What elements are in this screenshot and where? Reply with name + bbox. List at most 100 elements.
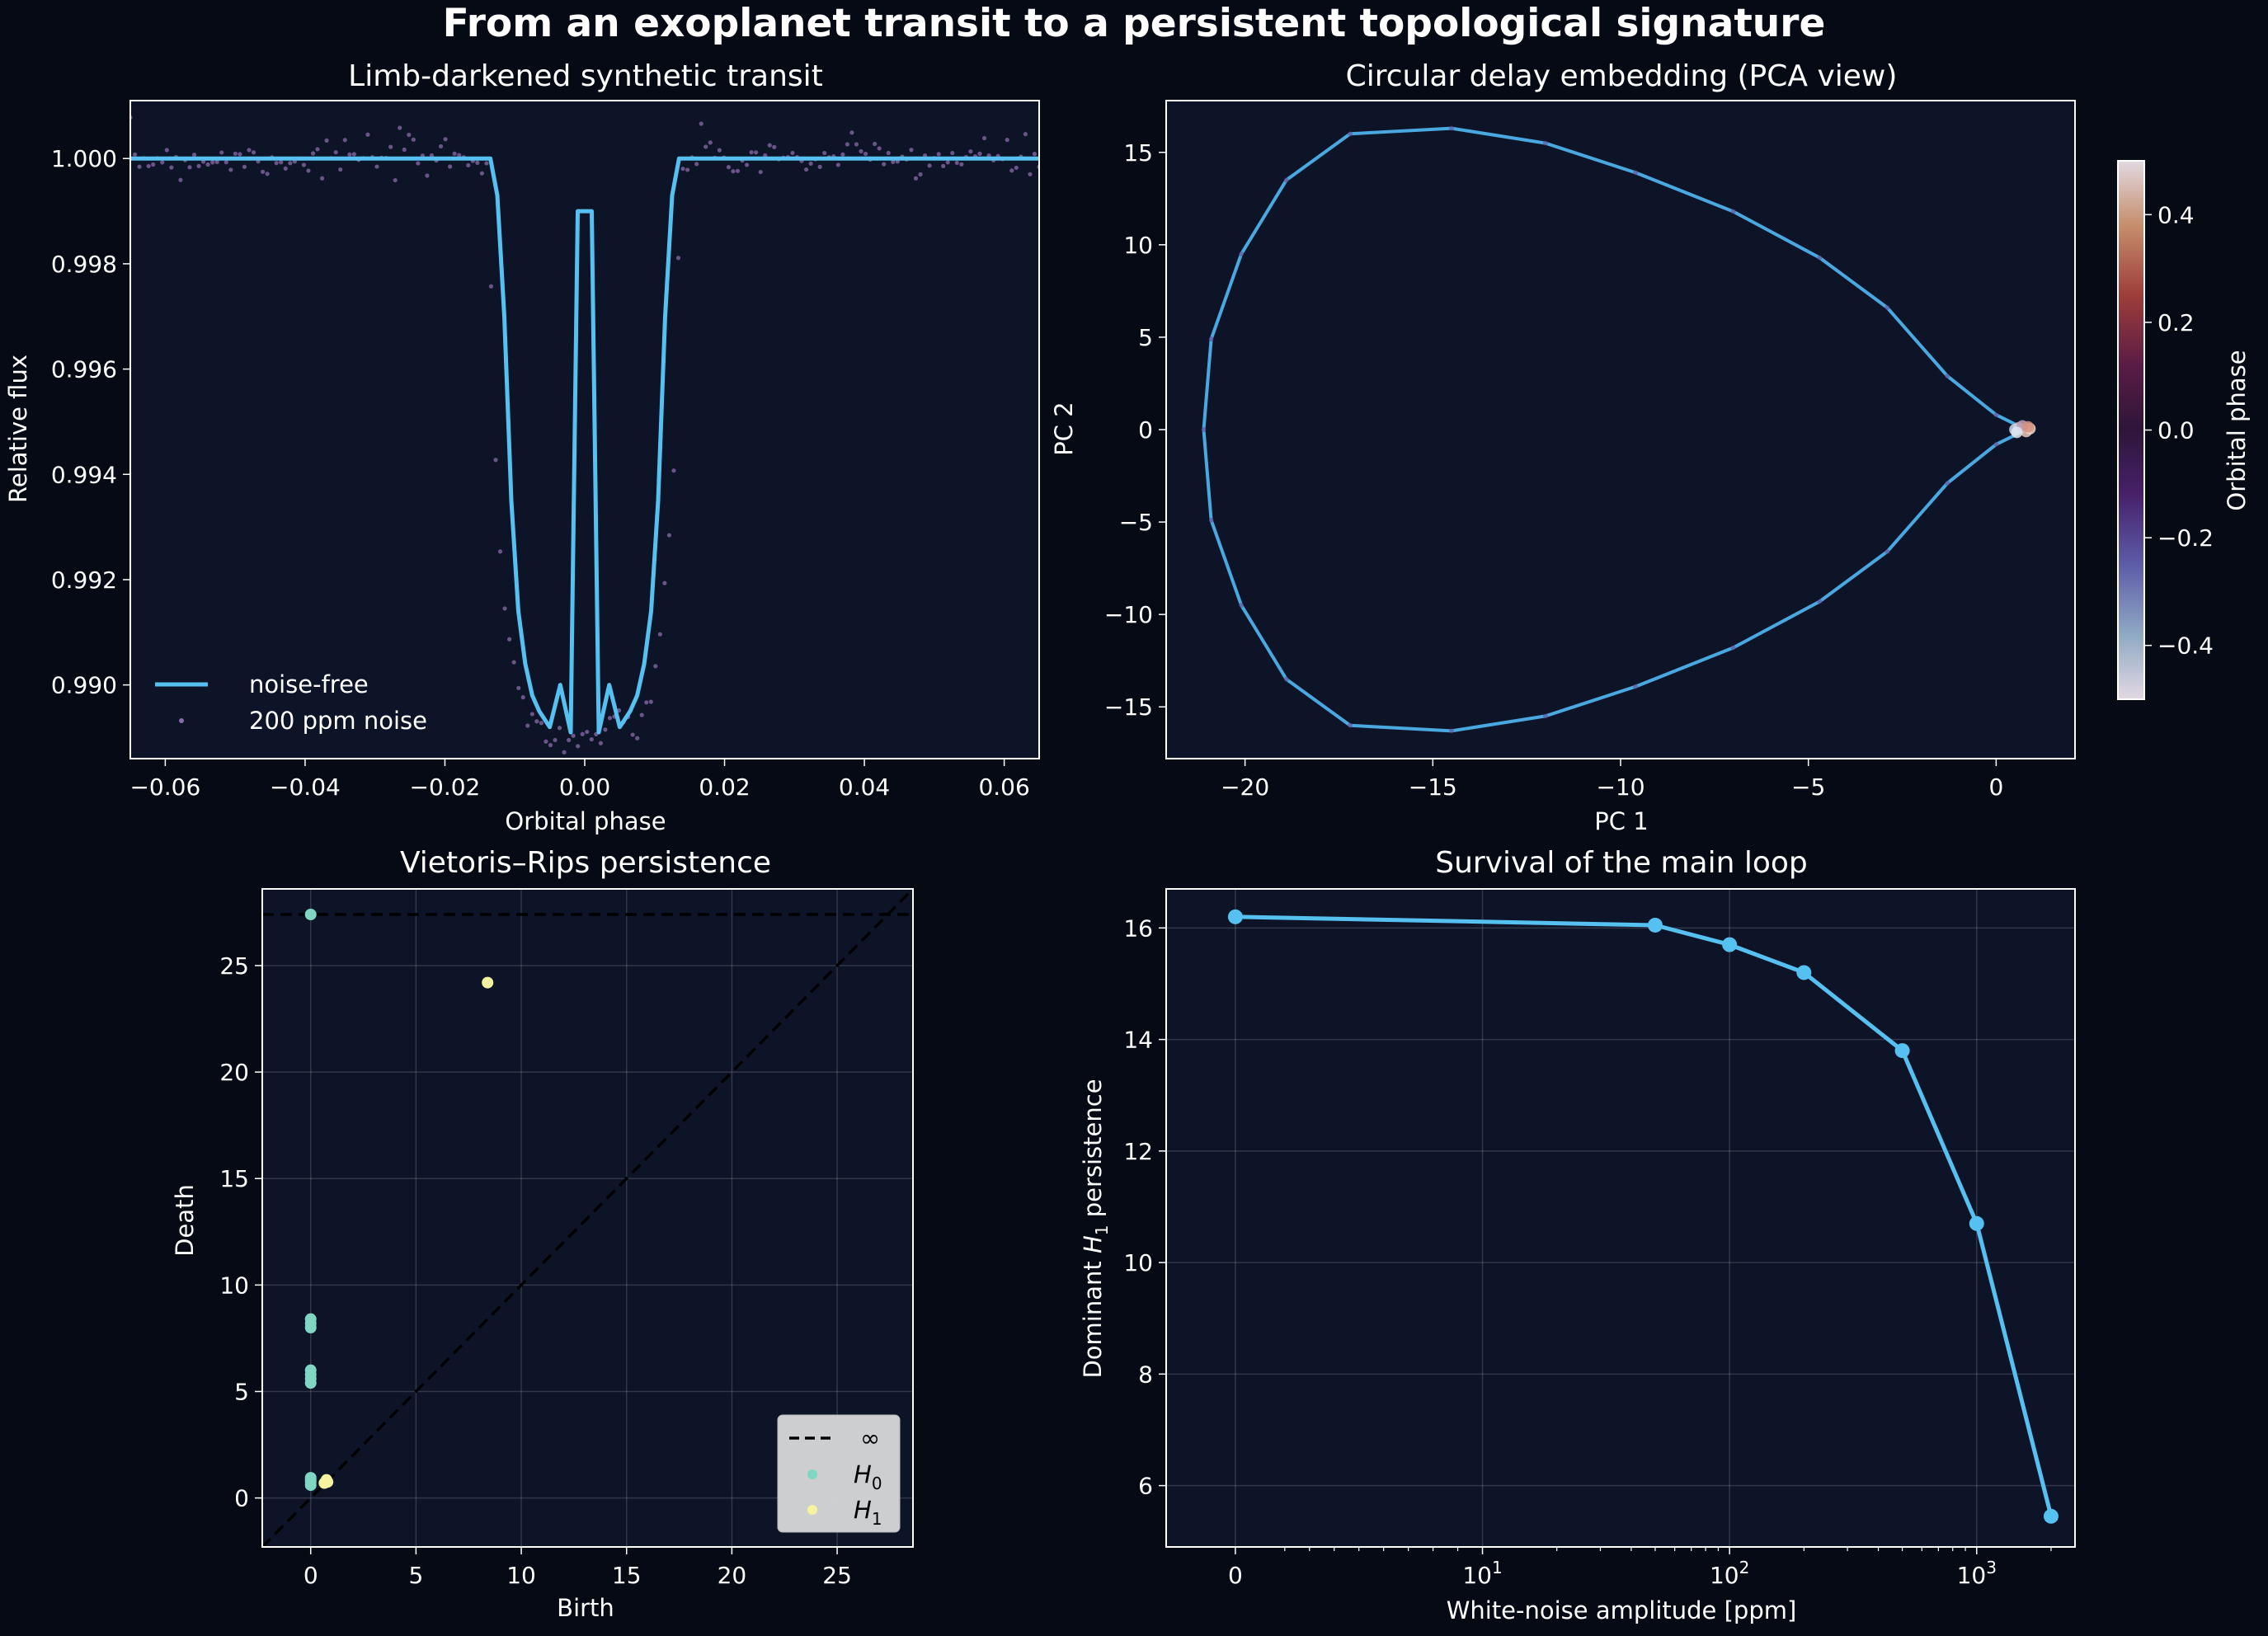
noise-point bbox=[306, 168, 311, 173]
noise-point bbox=[224, 160, 228, 165]
h0-point bbox=[304, 1322, 317, 1333]
survival-point bbox=[1722, 937, 1738, 952]
noise-point bbox=[137, 164, 142, 169]
noise-point bbox=[822, 150, 827, 156]
embedding-title: Circular delay embedding (PCA view) bbox=[1346, 59, 1898, 93]
embedding-point bbox=[1208, 517, 1214, 523]
noise-point bbox=[959, 162, 964, 167]
noise-point bbox=[242, 164, 247, 169]
embedding-point bbox=[1348, 722, 1353, 728]
noise-point bbox=[233, 151, 238, 156]
embedding-ytick-label: −10 bbox=[1104, 601, 1153, 628]
embedding-cluster-point bbox=[2022, 421, 2035, 433]
survival-point bbox=[1969, 1215, 1984, 1231]
survival-ylabel: Dominant H1 persistence bbox=[1079, 1079, 1112, 1378]
embedding-ylabel: PC 2 bbox=[1050, 402, 1078, 455]
noise-point bbox=[648, 699, 653, 704]
noise-point bbox=[196, 163, 201, 168]
colorbar-tick-label: −0.2 bbox=[2157, 524, 2214, 552]
embedding-xtick-label: −20 bbox=[1221, 773, 1269, 801]
noise-point bbox=[191, 153, 197, 157]
noise-point bbox=[945, 160, 950, 165]
persistence-ytick-label: 5 bbox=[234, 1378, 249, 1405]
noise-point bbox=[502, 606, 507, 611]
embedding-xtick-label: −15 bbox=[1409, 773, 1457, 801]
noise-point bbox=[543, 739, 548, 744]
transit-axes-bg bbox=[130, 101, 1039, 759]
survival-point bbox=[2043, 1508, 2059, 1524]
noise-point bbox=[1005, 138, 1009, 143]
survival-xtick-label: 0 bbox=[1228, 1562, 1243, 1589]
noise-point bbox=[981, 135, 987, 141]
h0-point bbox=[304, 1377, 317, 1389]
noise-point bbox=[393, 177, 398, 183]
transit-xtick-label: 0.00 bbox=[559, 773, 610, 801]
noise-point bbox=[703, 144, 708, 149]
embedding-point bbox=[1885, 548, 1890, 554]
noise-point bbox=[666, 533, 672, 538]
persistence-ytick-label: 15 bbox=[219, 1165, 249, 1192]
noise-point bbox=[511, 660, 516, 665]
noise-point bbox=[475, 160, 480, 165]
legend-h0-label: H0 bbox=[854, 1460, 882, 1493]
noise-point bbox=[146, 163, 151, 169]
survival-ytick-label: 12 bbox=[1123, 1138, 1153, 1165]
legend-h1-marker bbox=[807, 1505, 817, 1515]
noise-point bbox=[685, 167, 690, 172]
transit-title: Limb-darkened synthetic transit bbox=[348, 59, 823, 93]
colorbar-label: Orbital phase bbox=[2223, 350, 2251, 510]
noise-point bbox=[731, 169, 736, 174]
h1-point bbox=[322, 1476, 334, 1488]
embedding-ytick-label: −15 bbox=[1104, 693, 1153, 721]
noise-point bbox=[772, 144, 777, 149]
noise-point bbox=[438, 143, 444, 149]
noise-point bbox=[160, 160, 165, 165]
noise-point bbox=[717, 148, 722, 153]
noise-point bbox=[808, 161, 813, 166]
noise-point bbox=[310, 151, 316, 156]
noise-point bbox=[484, 161, 489, 166]
noise-point bbox=[859, 148, 863, 154]
transit-ylabel: Relative flux bbox=[4, 355, 32, 503]
noise-point bbox=[749, 150, 754, 155]
embedding-xtick-label: −10 bbox=[1596, 773, 1645, 801]
legend-noise-free-label: noise-free bbox=[249, 670, 369, 698]
noise-point bbox=[265, 172, 270, 176]
noise-point bbox=[630, 732, 635, 737]
noise-point bbox=[845, 142, 850, 147]
h0-point bbox=[304, 908, 317, 920]
noise-point bbox=[950, 150, 955, 156]
noise-point bbox=[324, 138, 329, 143]
noise-point bbox=[589, 737, 594, 742]
noise-point bbox=[735, 168, 741, 173]
noise-point bbox=[132, 152, 138, 157]
noise-point bbox=[1009, 168, 1014, 173]
noise-point bbox=[803, 167, 809, 172]
noise-point bbox=[342, 138, 347, 143]
noise-point bbox=[443, 137, 448, 142]
survival-axes-bg bbox=[1166, 889, 2075, 1547]
embedding-point bbox=[1208, 336, 1214, 342]
noise-point bbox=[553, 737, 558, 743]
noise-point bbox=[644, 700, 649, 705]
embedding-point bbox=[1817, 255, 1823, 261]
transit-plot-area bbox=[130, 115, 1039, 755]
embedding-ytick-label: 15 bbox=[1123, 139, 1153, 167]
persistence-ytick-label: 25 bbox=[219, 952, 249, 980]
noise-point bbox=[178, 177, 183, 182]
noise-point bbox=[817, 164, 822, 169]
transit-xtick-label: −0.06 bbox=[129, 773, 200, 801]
noise-point bbox=[516, 685, 521, 691]
persistence-xtick-label: 10 bbox=[506, 1562, 536, 1589]
noise-point bbox=[529, 712, 534, 717]
noise-point bbox=[507, 637, 512, 642]
noise-point bbox=[493, 458, 498, 463]
noise-point bbox=[918, 172, 923, 177]
persistence-ytick-label: 0 bbox=[234, 1485, 249, 1512]
survival-xtick-label: 102 bbox=[1710, 1558, 1749, 1589]
transit-ytick-label: 0.994 bbox=[51, 461, 117, 488]
persistence-title: Vietoris–Rips persistence bbox=[400, 846, 771, 880]
h1-point bbox=[482, 976, 494, 989]
noise-point bbox=[279, 160, 284, 165]
embedding-point bbox=[1542, 140, 1548, 146]
